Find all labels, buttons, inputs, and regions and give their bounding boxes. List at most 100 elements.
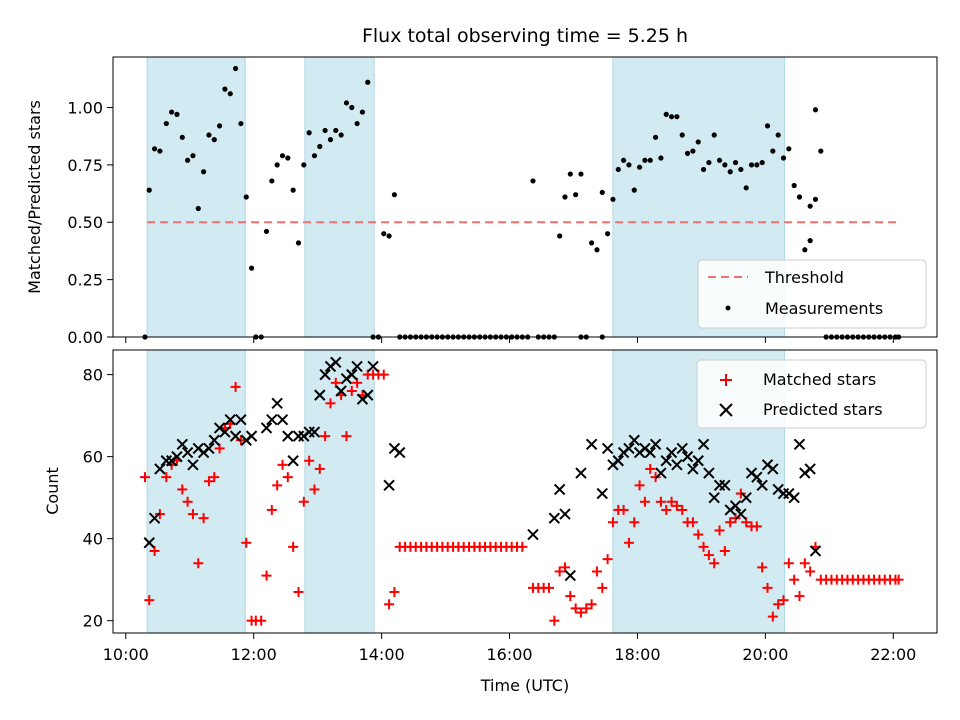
predicted-star-point xyxy=(793,438,806,451)
matched-star-point xyxy=(634,480,645,491)
matched-star-point xyxy=(325,398,336,409)
predicted-star-point xyxy=(346,368,358,381)
matched-star-point xyxy=(693,529,704,540)
matched-star-point xyxy=(767,611,778,622)
measurement-point xyxy=(151,146,158,152)
matched-star-point xyxy=(241,537,252,548)
measurement-point xyxy=(679,132,685,138)
predicted-star-point xyxy=(687,463,699,475)
predicted-star-point xyxy=(575,467,587,479)
predicted-star-point xyxy=(601,442,614,455)
matched-star-point xyxy=(623,537,634,548)
matched-star-point xyxy=(389,586,400,597)
measurement-point xyxy=(232,65,239,72)
matched-star-point xyxy=(314,463,325,474)
legend-predicted-swatch xyxy=(719,403,733,417)
chart-title: Flux total observing time = 5.25 h xyxy=(362,25,688,47)
matched-star-point xyxy=(209,472,220,483)
predicted-star-point xyxy=(282,430,294,442)
measurement-point xyxy=(343,100,350,106)
matched-star-point xyxy=(602,554,613,565)
measurement-point xyxy=(557,233,563,239)
measurement-point xyxy=(311,153,318,159)
predicted-star-point xyxy=(367,360,379,373)
matched-star-point xyxy=(671,500,682,511)
matched-star-point xyxy=(794,591,805,602)
measurement-point xyxy=(206,132,212,138)
legend-predicted-label: Predicted stars xyxy=(763,400,883,419)
predicted-star-point xyxy=(564,569,577,582)
matched-star-point xyxy=(304,455,315,466)
measurement-point xyxy=(802,247,808,253)
matched-star-point xyxy=(725,517,736,528)
bottom-y-axis-label: Count xyxy=(43,467,62,515)
measurement-point xyxy=(599,189,605,196)
predicted-star-point xyxy=(224,414,236,426)
predicted-star-point xyxy=(660,455,672,467)
measurement-point xyxy=(770,148,776,154)
measurement-point xyxy=(636,164,643,170)
x-tick-label: 18:00 xyxy=(614,645,660,664)
matched-star-point xyxy=(677,504,688,515)
matched-star-point xyxy=(575,607,586,618)
predicted-star-point xyxy=(314,389,326,401)
matched-star-point xyxy=(282,472,293,483)
matched-star-point xyxy=(320,431,331,442)
legend-threshold-label: Threshold xyxy=(764,268,844,287)
matched-star-point xyxy=(773,599,784,610)
predicted-star-point xyxy=(176,438,188,451)
measurement-point xyxy=(285,155,291,161)
matched-star-point xyxy=(565,591,576,602)
matched-star-point xyxy=(789,574,800,585)
matched-star-point xyxy=(161,472,172,483)
measurement-point xyxy=(227,91,233,97)
measurement-point xyxy=(201,169,207,175)
matched-star-point xyxy=(256,615,267,626)
measurement-point xyxy=(163,120,169,127)
matched-star-point xyxy=(293,586,304,597)
y-tick-label: 0.25 xyxy=(67,271,103,290)
predicted-star-point xyxy=(187,459,199,471)
predicted-star-point xyxy=(553,483,566,496)
predicted-star-point xyxy=(708,491,720,504)
matched-star-point xyxy=(193,558,204,569)
predicted-star-point xyxy=(351,360,363,373)
measurement-point xyxy=(642,157,648,163)
measurement-point xyxy=(243,194,249,200)
predicted-star-point xyxy=(319,368,331,381)
y-tick-label: 40 xyxy=(83,530,103,549)
predicted-star-point xyxy=(548,512,561,524)
measurement-point xyxy=(716,157,723,163)
y-tick-label: 20 xyxy=(83,612,103,631)
predicted-star-point xyxy=(612,455,624,467)
legend-measurements-label: Measurements xyxy=(765,299,883,318)
predicted-star-point xyxy=(260,422,273,434)
matched-star-point xyxy=(261,570,272,581)
y-tick-label: 0.00 xyxy=(67,328,103,347)
matched-star-point xyxy=(214,443,225,454)
measurement-point xyxy=(668,114,675,120)
measurement-point xyxy=(359,109,366,115)
measurement-point xyxy=(621,157,627,163)
matched-star-point xyxy=(203,476,214,487)
measurement-point xyxy=(594,247,600,253)
measurement-point xyxy=(327,137,334,143)
matched-star-point xyxy=(799,558,810,569)
matched-star-point xyxy=(182,496,193,507)
measurement-point xyxy=(573,192,579,198)
matched-star-point xyxy=(655,496,666,507)
measurement-point xyxy=(274,162,280,168)
top-axes-frame xyxy=(112,56,938,338)
measurement-point xyxy=(615,166,621,173)
measurement-point xyxy=(674,114,680,120)
measurement-point xyxy=(690,148,696,154)
measurement-point xyxy=(818,148,824,154)
predicted-star-point xyxy=(719,479,731,492)
predicted-star-point xyxy=(671,459,683,471)
predicted-star-point xyxy=(729,500,742,512)
matched-star-point xyxy=(341,431,352,442)
predicted-star-point xyxy=(692,455,704,467)
y-tick-label: 0.75 xyxy=(67,156,103,175)
predicted-star-point xyxy=(219,426,231,438)
